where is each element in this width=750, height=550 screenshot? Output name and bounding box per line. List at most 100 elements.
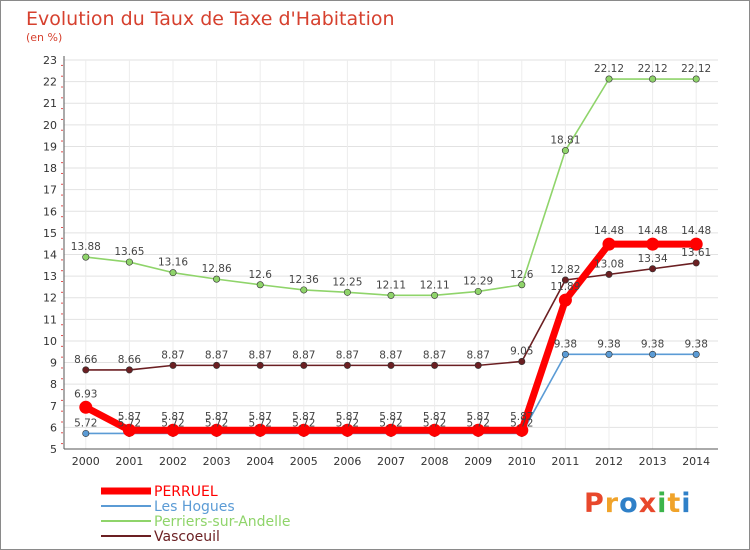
x-tick-label: 2014 [682, 455, 710, 468]
data-label: 12.6 [510, 269, 534, 281]
data-label: 22.12 [681, 63, 711, 75]
data-label: 9.38 [554, 338, 577, 350]
data-label: 5.87 [423, 411, 446, 423]
y-tick-label: 21 [43, 97, 57, 110]
data-label: 13.65 [114, 246, 144, 258]
y-tick-label: 15 [43, 227, 57, 240]
x-tick-label: 2009 [464, 455, 492, 468]
x-tick-label: 2011 [551, 455, 579, 468]
logo-letter: t [667, 488, 682, 519]
data-point [256, 361, 264, 369]
data-point [561, 350, 569, 358]
data-point [649, 75, 657, 83]
data-point [646, 237, 660, 251]
data-label: 12.29 [463, 275, 493, 287]
data-label: 18.81 [550, 135, 580, 147]
x-tick-label: 2012 [595, 455, 623, 468]
x-tick-label: 2001 [115, 455, 143, 468]
data-point [692, 75, 700, 83]
data-point [253, 423, 267, 437]
x-tick-label: 2010 [508, 455, 536, 468]
data-point [125, 366, 133, 374]
data-point [605, 75, 613, 83]
data-label: 5.87 [249, 411, 272, 423]
series-lines [79, 75, 703, 437]
data-point [518, 357, 526, 365]
data-point [387, 291, 395, 299]
data-point [387, 361, 395, 369]
y-tick-label: 11 [43, 313, 57, 326]
data-point [122, 423, 136, 437]
grid [64, 59, 718, 450]
data-point [431, 291, 439, 299]
data-label: 9.38 [597, 338, 620, 350]
data-label: 12.6 [249, 269, 273, 281]
y-tick-label: 7 [50, 400, 57, 413]
data-label: 5.72 [118, 417, 141, 429]
data-point [210, 423, 224, 437]
legend-entry: Vascoeuil [154, 529, 220, 545]
data-label: 8.66 [74, 354, 98, 366]
data-label: 22.12 [594, 63, 624, 75]
y-tick-label: 14 [43, 249, 57, 262]
data-point [689, 237, 703, 251]
data-point [471, 423, 485, 437]
x-tick-label: 2004 [246, 455, 274, 468]
logo-letter: r [604, 488, 620, 519]
data-label: 14.48 [638, 225, 668, 237]
y-tick-label: 8 [50, 378, 57, 391]
data-point [166, 423, 180, 437]
data-point [256, 281, 264, 289]
data-point [213, 361, 221, 369]
data-label: 8.66 [118, 354, 142, 366]
data-label: 5.87 [205, 411, 228, 423]
x-tick-label: 2008 [421, 455, 449, 468]
data-point [692, 350, 700, 358]
data-point [300, 286, 308, 294]
data-label: 5.87 [379, 411, 402, 423]
logo-letter: i [681, 488, 692, 519]
data-label: 22.12 [638, 63, 668, 75]
data-point [474, 361, 482, 369]
data-point [649, 350, 657, 358]
data-point [518, 281, 526, 289]
y-tick-label: 20 [43, 119, 57, 132]
data-label: 5.72 [205, 417, 228, 429]
data-label: 9.38 [641, 338, 664, 350]
data-label: 14.48 [594, 225, 624, 237]
chart-title: Evolution du Taux de Taxe d'Habitation [26, 8, 395, 30]
data-label: 12.11 [420, 279, 450, 291]
data-label: 13.16 [158, 257, 188, 269]
data-point [428, 423, 442, 437]
chart-subtitle: (en %) [26, 31, 62, 44]
data-label: 14.48 [681, 225, 711, 237]
data-point [343, 361, 351, 369]
data-point [649, 265, 657, 273]
data-point [561, 276, 569, 284]
data-label: 5.72 [336, 417, 359, 429]
data-point [343, 288, 351, 296]
y-tick-label: 22 [43, 76, 57, 89]
data-label: 8.87 [467, 349, 490, 361]
data-point [558, 293, 572, 307]
data-label: 8.87 [205, 349, 228, 361]
data-label: 8.87 [249, 349, 272, 361]
data-label: 8.87 [336, 349, 359, 361]
data-point [82, 366, 90, 374]
data-label: 11.89 [550, 281, 580, 293]
data-label: 13.34 [638, 253, 668, 265]
data-label: 13.88 [71, 241, 101, 253]
y-tick-label: 19 [43, 140, 57, 153]
legend-entry: Les Hogues [154, 499, 235, 515]
data-label: 9.05 [510, 345, 533, 357]
data-label: 8.87 [423, 349, 446, 361]
data-label: 5.72 [510, 417, 533, 429]
data-point [82, 253, 90, 261]
data-labels: 13.88 13.65 13.16 12.86 12.6 12.36 12.25 12.11 1… [71, 63, 711, 429]
data-point [515, 423, 529, 437]
x-tick-label: 2003 [203, 455, 231, 468]
data-label: 8.87 [161, 349, 184, 361]
y-tick-label: 18 [43, 162, 57, 175]
